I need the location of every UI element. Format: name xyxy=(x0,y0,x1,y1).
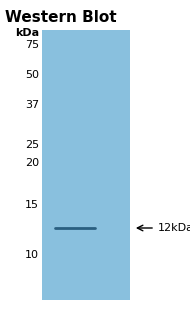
Text: 12kDa: 12kDa xyxy=(158,223,190,233)
Text: 10: 10 xyxy=(25,250,39,260)
Text: 37: 37 xyxy=(25,100,39,110)
Bar xyxy=(42,30,130,300)
Text: 50: 50 xyxy=(25,70,39,80)
Text: 15: 15 xyxy=(25,200,39,210)
Text: 75: 75 xyxy=(25,40,39,50)
Text: 25: 25 xyxy=(25,140,39,150)
Text: 20: 20 xyxy=(25,158,39,168)
Text: Western Blot: Western Blot xyxy=(5,10,117,25)
Text: kDa: kDa xyxy=(15,28,39,38)
